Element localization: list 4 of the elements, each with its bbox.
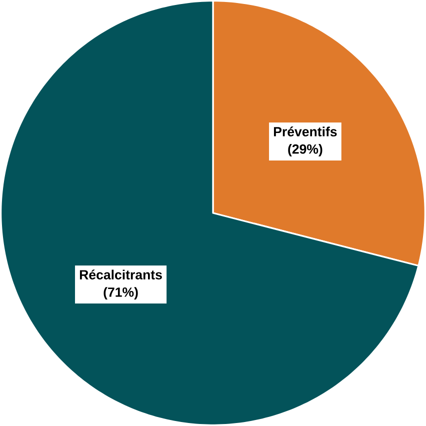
data-label: (29%) [288, 144, 322, 156]
slice-label: Récalcitrants [80, 270, 162, 280]
slice-label: Préventifs [274, 126, 337, 136]
data-label: (71%) [104, 287, 138, 300]
